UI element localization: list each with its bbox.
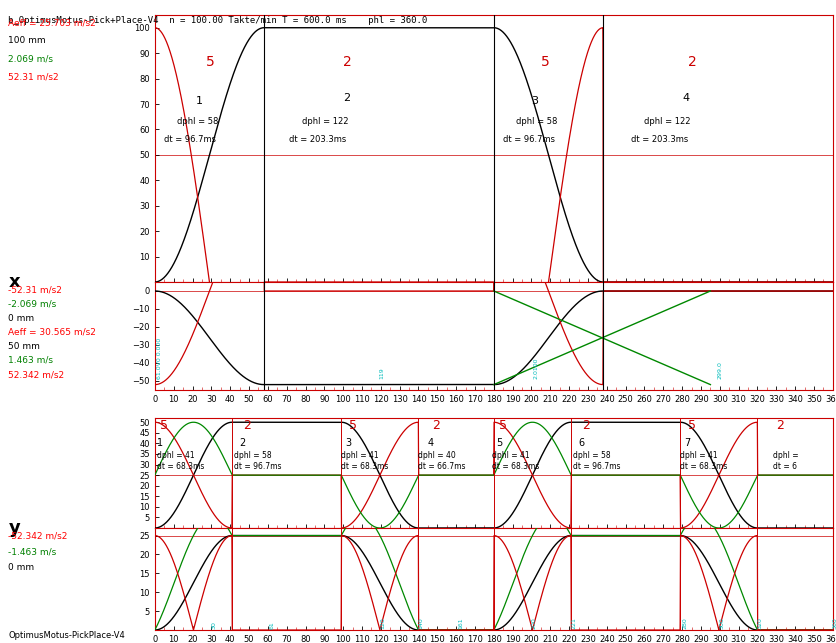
Text: 119: 119 (379, 367, 384, 379)
Text: dt = 96.7ms: dt = 96.7ms (233, 462, 281, 471)
Text: 221: 221 (570, 617, 575, 629)
Text: dt = 96.7ms: dt = 96.7ms (164, 135, 216, 144)
Text: dphl = 41: dphl = 41 (492, 451, 529, 460)
Text: 161: 161 (457, 618, 462, 629)
Text: 300: 300 (719, 617, 724, 629)
Text: dphl = 58: dphl = 58 (572, 451, 609, 460)
Text: dphl = 58: dphl = 58 (516, 117, 557, 126)
Text: dt = 66.7ms: dt = 66.7ms (418, 462, 466, 471)
Text: 0 mm: 0 mm (8, 314, 34, 323)
Text: -2.069 m/s: -2.069 m/s (8, 300, 57, 309)
Text: 50 mm: 50 mm (8, 342, 40, 351)
Text: 360: 360 (832, 617, 836, 629)
Text: 2: 2 (687, 55, 696, 69)
Text: 4: 4 (427, 437, 434, 448)
Text: dt = 96.7ms: dt = 96.7ms (572, 462, 619, 471)
Text: dt = 203.3ms: dt = 203.3ms (630, 135, 688, 144)
Text: 61.0V0 0.000: 61.0V0 0.000 (156, 338, 161, 379)
Text: 5: 5 (206, 55, 214, 69)
Text: 2.069 m/s: 2.069 m/s (8, 54, 54, 63)
Text: dphl = 58: dphl = 58 (233, 451, 271, 460)
Text: 5: 5 (499, 419, 507, 431)
Text: 100 mm: 100 mm (8, 36, 46, 45)
Text: Aeff = 30.565 m/s2: Aeff = 30.565 m/s2 (8, 328, 96, 337)
Text: 0 mm: 0 mm (8, 563, 34, 572)
Text: dphl = 122: dphl = 122 (644, 117, 691, 126)
Text: 6: 6 (578, 437, 584, 448)
Text: dphl = 41: dphl = 41 (341, 451, 379, 460)
Text: -52.342 m/s2: -52.342 m/s2 (8, 531, 68, 540)
Text: 2.0100: 2.0100 (533, 358, 538, 379)
Text: dt = 68.3ms: dt = 68.3ms (156, 462, 204, 471)
Text: x: x (8, 273, 20, 291)
Text: 52.31 m/s2: 52.31 m/s2 (8, 72, 59, 81)
Text: 2: 2 (243, 419, 251, 431)
Text: 2: 2 (239, 437, 246, 448)
Text: 5: 5 (495, 437, 502, 448)
Text: dphl = 58: dphl = 58 (177, 117, 218, 126)
Text: 280: 280 (681, 617, 686, 629)
Text: 1: 1 (156, 437, 163, 448)
Text: b_OptimusMotus-Pick+Place-V4  n = 100.00 Takte/min T = 600.0 ms    phl = 360.0: b_OptimusMotus-Pick+Place-V4 n = 100.00 … (8, 16, 427, 25)
Text: dphl = 41: dphl = 41 (680, 451, 717, 460)
Text: 52.342 m/s2: 52.342 m/s2 (8, 370, 64, 379)
Text: y: y (8, 519, 20, 537)
Text: 1: 1 (196, 96, 203, 106)
Text: Aeff = 25.703 m/s2: Aeff = 25.703 m/s2 (8, 18, 96, 27)
Text: dt = 96.7ms: dt = 96.7ms (502, 135, 554, 144)
Text: 5: 5 (161, 419, 168, 431)
Text: 320: 320 (757, 617, 762, 629)
Text: 2: 2 (343, 55, 351, 69)
Text: 2: 2 (343, 93, 350, 104)
Text: 5: 5 (349, 419, 356, 431)
Text: -52.31 m/s2: -52.31 m/s2 (8, 285, 62, 294)
Text: 5: 5 (687, 419, 695, 431)
Text: 2: 2 (582, 419, 589, 431)
Text: 120: 120 (380, 617, 385, 629)
Text: 7: 7 (683, 437, 690, 448)
Text: 1.463 m/s: 1.463 m/s (8, 356, 54, 365)
Text: dt = 68.3ms: dt = 68.3ms (680, 462, 726, 471)
Text: dt = 6: dt = 6 (772, 462, 796, 471)
Text: 30: 30 (211, 621, 216, 629)
Text: dphl =: dphl = (772, 451, 798, 460)
Text: dphl = 40: dphl = 40 (418, 451, 456, 460)
Text: 2: 2 (431, 419, 439, 431)
Text: 61: 61 (269, 622, 274, 629)
Text: 200: 200 (531, 617, 536, 629)
Text: 140: 140 (418, 617, 423, 629)
Text: dt = 203.3ms: dt = 203.3ms (288, 135, 345, 144)
Text: OptimusMotus-PickPlace-V4: OptimusMotus-PickPlace-V4 (8, 631, 125, 640)
Text: dphl = 122: dphl = 122 (301, 117, 348, 126)
Text: dphl = 41: dphl = 41 (156, 451, 194, 460)
Text: dt = 68.3ms: dt = 68.3ms (341, 462, 388, 471)
Text: 2: 2 (776, 419, 783, 431)
Text: -1.463 m/s: -1.463 m/s (8, 547, 57, 556)
Text: 5: 5 (540, 55, 549, 69)
Text: 299.0: 299.0 (717, 361, 722, 379)
Text: 4: 4 (681, 93, 689, 104)
Text: 3: 3 (531, 96, 538, 106)
Text: dt = 68.3ms: dt = 68.3ms (492, 462, 538, 471)
Text: 3: 3 (344, 437, 351, 448)
